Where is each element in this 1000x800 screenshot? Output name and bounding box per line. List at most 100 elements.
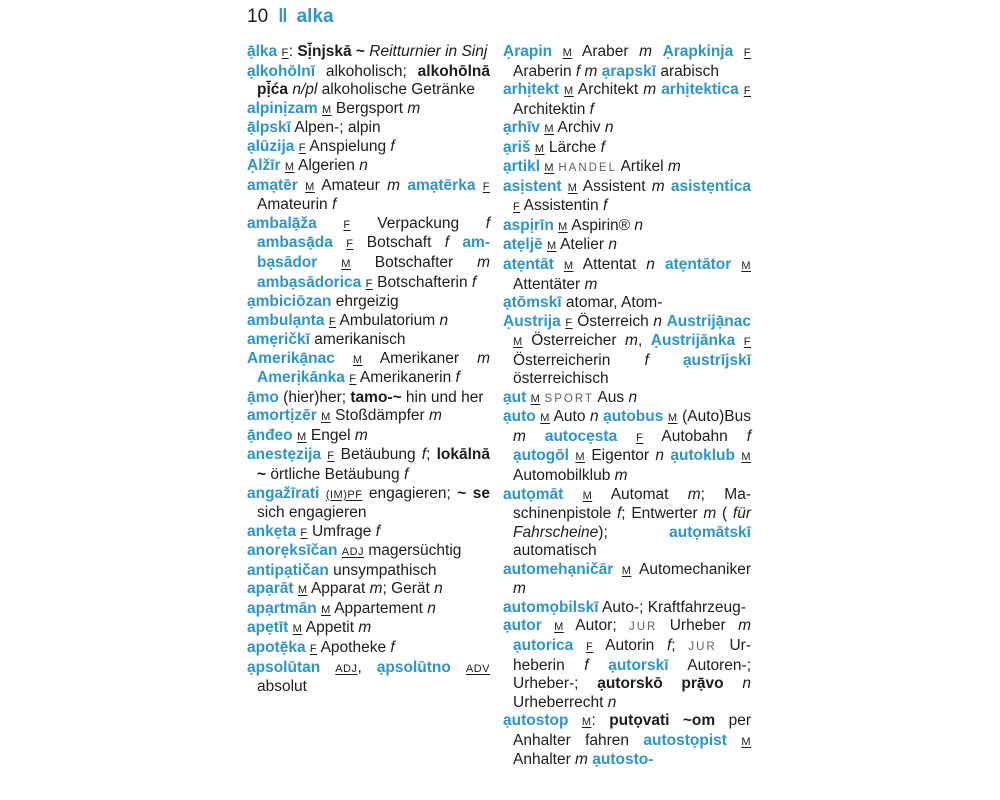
grammar-marker: F <box>328 315 337 328</box>
grammar-marker: M <box>621 564 632 577</box>
headword: ạrtikl <box>503 158 545 176</box>
headword: autọmāt­skī <box>669 523 751 541</box>
headword: ạ̄nđeo <box>247 426 297 444</box>
bold-phrase: lo­kālnā ~ <box>257 446 490 484</box>
translation-text <box>649 352 683 369</box>
dictionary-entry: ambalạ̄ža F Verpackung f ambasạ̄da F Bot… <box>247 215 490 293</box>
translation-text: Ambulatorium <box>336 311 440 329</box>
translation-text: Österreicherin <box>513 351 645 369</box>
translation-text: Araberin <box>513 62 576 80</box>
dictionary-entry: apạrāt M Apparat m; Gerät n <box>247 580 490 600</box>
grammar-italic: m <box>625 332 638 350</box>
translation-text: ; <box>426 446 437 464</box>
bold-phrase: tamo-~ <box>350 388 402 406</box>
translation-text: absolut <box>257 678 307 696</box>
grammar-marker: M <box>297 584 308 597</box>
dictionary-entry: ạrhīv M Archiv n <box>503 119 751 139</box>
grammar-italic: m <box>643 81 657 99</box>
headword: ambulạnta <box>247 311 329 329</box>
dictionary-entry: ạmbiciōzan ehrgeizig <box>247 293 490 312</box>
translation-text: , <box>637 332 651 350</box>
grammar-marker: M <box>544 123 555 136</box>
grammar-italic: f <box>589 100 594 118</box>
grammar-italic: f <box>390 137 395 155</box>
translation-text: Engel <box>306 426 355 444</box>
dictionary-entry: atẹntāt M Attentat n atẹntā­tor M Attent… <box>503 256 751 294</box>
translation-text: Architektin <box>513 100 590 118</box>
grammar-marker: M <box>562 47 573 59</box>
translation-text: Au­tobahn <box>643 427 747 445</box>
headword: automọbilskī <box>503 598 599 616</box>
grammar-marker: F <box>586 640 594 653</box>
grammar-italic: n <box>634 216 643 234</box>
headword: ạpsolūtno <box>376 658 466 676</box>
grammar-italic: n <box>604 119 614 137</box>
grammar-italic: m <box>369 580 383 598</box>
grammar-marker: M <box>546 240 557 253</box>
translation-text: Amateur <box>314 176 388 194</box>
translation-text: alkoholische Getränke <box>317 81 475 99</box>
translation-text: Botschafte­rin <box>372 273 472 291</box>
headword: atẹntāt <box>503 256 564 274</box>
dictionary-entry: Amerikạ̄nac M Amerikaner m Amerịkānka F … <box>247 350 490 389</box>
grammar-marker: F <box>327 450 335 463</box>
translation-text: Autoren-; Urheber-; <box>513 656 751 693</box>
translation-text: per Anhalter fahren <box>513 712 751 749</box>
headword: atẹljē <box>503 236 547 254</box>
headword: aspịrīn <box>503 216 559 234</box>
grammar-italic: m <box>614 467 628 485</box>
grammar-italic: m <box>667 158 681 176</box>
translation-text: Assistent <box>577 177 652 195</box>
translation-text: Apotheke <box>317 638 391 656</box>
grammar-italic: n <box>607 693 617 711</box>
headword: ạutostop <box>503 712 582 730</box>
headword: ạpsolūtan <box>247 658 336 676</box>
text-columns: ạ̄lka F: Sị̄njskā ~ Reitturnier in Sinj ạ… <box>247 43 753 770</box>
grammar-italic: m <box>358 619 372 637</box>
grammar-italic: n <box>434 580 443 598</box>
grammar-italic: n <box>653 312 662 330</box>
translation-text: Alpen-; alpin <box>290 119 381 137</box>
headword: antipạtičan <box>247 561 329 579</box>
headword: ạlūzija <box>247 137 299 155</box>
grammar-italic: f <box>403 466 409 484</box>
translation-text: Atelier <box>556 236 609 254</box>
dictionary-entry: ankẹta F Umfrage f <box>247 523 490 543</box>
dictionary-entry: arhịtekt M Architekt m arhị­tektica F Ar… <box>503 81 751 119</box>
headword: ạut <box>503 388 531 406</box>
translation-text: unsympathisch <box>328 561 437 579</box>
grammar-italic: f <box>390 638 395 656</box>
grammar-italic: f <box>602 197 608 215</box>
bold-phrase: putọvati ~om <box>609 712 716 730</box>
grammar-marker: M <box>530 392 541 405</box>
translation-text: Amateurin <box>257 196 332 214</box>
translation-text: ehrgeizig <box>331 293 399 311</box>
dictionary-entry: alpinịzam M Bergsport m <box>247 100 490 120</box>
grammar-italic: f <box>444 234 450 252</box>
translation-text: Amerikane­rin <box>356 369 456 387</box>
grammar-marker: (IM)PF <box>325 488 363 501</box>
grammar-italic: m <box>584 275 598 293</box>
translation-text: Österreicher <box>522 332 626 350</box>
dictionary-entry: amortịzēr M Stoßdämpfer m <box>247 407 490 427</box>
dictionary-entry: angažīrati (IM)PF engagieren; ~ se sich … <box>247 485 490 523</box>
headword: ạrapskī <box>601 62 657 80</box>
grammar-italic: m <box>513 580 526 598</box>
dictionary-entry: amạtēr M Amateur m amạ­tērka F Amateurin… <box>247 177 490 215</box>
translation-text: Ur­heberin <box>513 636 751 674</box>
translation-text: ; Ma­schinenpistole <box>513 485 751 523</box>
dictionary-entry: asịstent M Assistent m asi­stẹntica F As… <box>503 178 751 217</box>
grammar-marker: ADV <box>465 662 490 675</box>
grammar-italic: n <box>589 408 599 426</box>
headword: apạrāt <box>247 580 298 598</box>
grammar-marker: M <box>558 220 568 233</box>
grammar-italic: m <box>639 43 653 60</box>
headword: alpinịzam <box>247 99 322 117</box>
grammar-marker: F <box>743 336 751 349</box>
dictionary-entry: ạ̄lka F: Sị̄njskā ~ Reitturnier in Sinj <box>247 43 490 63</box>
translation-text: Amerikaner <box>362 349 478 367</box>
translation-text: arabisch <box>656 62 719 80</box>
grammar-italic: m <box>477 349 490 367</box>
page-content: 10 ‖ alka ạ̄lka F: Sị̄njskā ~ Reitturnie… <box>247 6 753 770</box>
